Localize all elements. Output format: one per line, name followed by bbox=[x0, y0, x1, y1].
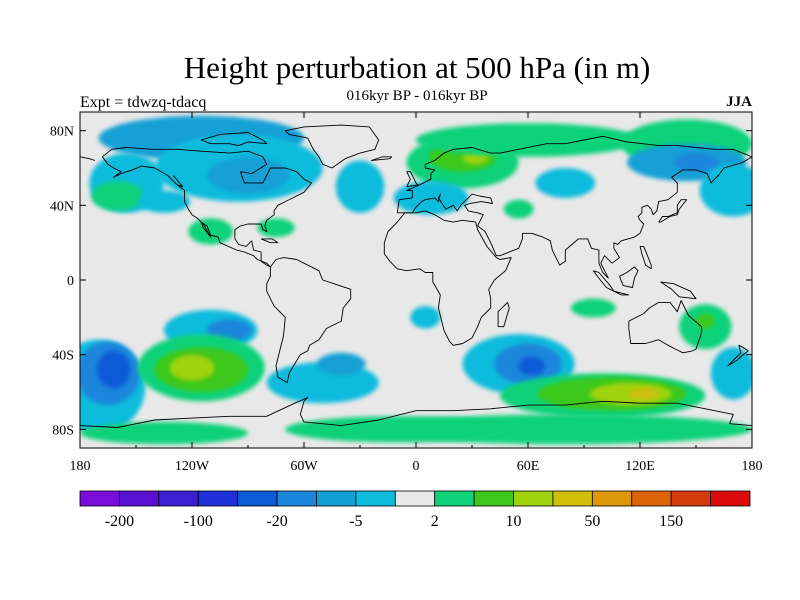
y-tick-label-4: 80S bbox=[52, 423, 74, 438]
contour-region-17 bbox=[393, 181, 469, 215]
colorbar-box-16 bbox=[710, 490, 751, 507]
coastline-9 bbox=[727, 344, 749, 367]
coastline-18 bbox=[260, 238, 279, 244]
x-tick-label-0: 180 bbox=[70, 459, 91, 474]
contour-region-8 bbox=[335, 160, 385, 213]
coastline-13 bbox=[660, 281, 697, 300]
coastline-5 bbox=[397, 156, 752, 279]
axis-ticks: 180 120W 60W 0 60E 120E 180 80N 40N 0 40S 80S bbox=[50, 112, 763, 474]
colorbar-label-0: -200 bbox=[105, 513, 134, 530]
colorbar-box-6 bbox=[316, 490, 357, 507]
x-tick-label-1: 120W bbox=[175, 459, 210, 474]
coastline-14 bbox=[658, 199, 688, 223]
contour-region-6 bbox=[188, 218, 234, 245]
colorbar-box-0 bbox=[79, 490, 120, 507]
x-tick-label-4: 60E bbox=[517, 459, 540, 474]
colorbar-box-12 bbox=[552, 490, 593, 507]
coastline-layer bbox=[80, 124, 752, 428]
colorbar-box-5 bbox=[276, 490, 317, 507]
colorbar-box-3 bbox=[197, 490, 239, 507]
contour-region-23 bbox=[696, 313, 715, 329]
contour-fill-layer bbox=[80, 115, 752, 445]
contour-region-7 bbox=[257, 218, 295, 238]
colorbar-box-2 bbox=[158, 490, 199, 507]
x-tick-label-5: 120E bbox=[625, 459, 655, 474]
experiment-label: Expt = tdwzq-tdacq bbox=[80, 94, 207, 111]
contour-region-33 bbox=[317, 352, 366, 376]
coastline-15 bbox=[406, 171, 419, 188]
coastline-1 bbox=[284, 124, 380, 169]
contour-region-15 bbox=[673, 153, 719, 172]
y-tick-label-1: 40N bbox=[50, 199, 74, 214]
y-tick-label-3: 40S bbox=[52, 349, 74, 364]
contour-region-12 bbox=[416, 123, 640, 157]
x-tick-label-6: 180 bbox=[742, 459, 763, 474]
map-subtitle: 016kyr BP - 016kyr BP bbox=[346, 88, 488, 104]
x-tick-label-2: 60W bbox=[290, 459, 318, 474]
coastline-20 bbox=[172, 175, 184, 188]
contour-region-31 bbox=[169, 354, 215, 381]
map-title: Height perturbation at 500 hPa (in m) bbox=[183, 50, 651, 85]
colorbar-label-5: 10 bbox=[506, 513, 522, 530]
contour-region-43 bbox=[80, 421, 248, 445]
y-tick-label-0: 80N bbox=[50, 125, 74, 140]
contour-region-18 bbox=[503, 199, 534, 219]
colorbar-label-3: -5 bbox=[349, 513, 362, 530]
colorbar: -200 -100 -20 -5 2 10 50 150 bbox=[79, 490, 751, 530]
contour-region-16 bbox=[699, 164, 752, 217]
colorbar-box-4 bbox=[237, 490, 278, 507]
colorbar-label-1: -100 bbox=[184, 513, 213, 530]
colorbar-box-7 bbox=[355, 490, 396, 507]
coastline-12 bbox=[619, 266, 639, 288]
colorbar-box-14 bbox=[631, 490, 672, 507]
season-label: JJA bbox=[726, 94, 752, 110]
coastline-8 bbox=[628, 300, 703, 354]
contour-region-5 bbox=[137, 190, 191, 213]
colorbar-box-1 bbox=[119, 490, 160, 507]
coastline-4 bbox=[80, 156, 96, 161]
contour-region-44 bbox=[710, 347, 752, 400]
coastline-2 bbox=[266, 257, 352, 384]
contour-region-20 bbox=[410, 306, 441, 329]
coastline-16 bbox=[371, 156, 393, 161]
x-tick-label-3: 0 bbox=[413, 459, 420, 474]
contour-region-28 bbox=[96, 350, 131, 389]
contour-region-19 bbox=[535, 168, 596, 198]
coastline-17 bbox=[80, 397, 752, 428]
coastline-19 bbox=[639, 245, 652, 270]
coastline-7 bbox=[497, 301, 510, 328]
contour-region-36 bbox=[518, 356, 545, 376]
contour-region-4 bbox=[91, 181, 144, 211]
coastline-0 bbox=[102, 147, 312, 268]
contour-region-21 bbox=[570, 298, 616, 318]
colorbar-label-6: 50 bbox=[584, 513, 600, 530]
colorbar-box-8 bbox=[394, 490, 436, 507]
coastline-3 bbox=[396, 135, 752, 213]
colorbar-box-13 bbox=[591, 490, 633, 507]
contour-region-42 bbox=[285, 416, 510, 443]
coastline-21 bbox=[200, 132, 268, 147]
y-tick-label-2: 0 bbox=[67, 274, 74, 289]
contour-region-40 bbox=[628, 388, 659, 400]
colorbar-box-10 bbox=[473, 490, 514, 507]
coastline-6 bbox=[383, 210, 512, 346]
contour-region-2 bbox=[206, 156, 290, 195]
colorbar-box-15 bbox=[670, 490, 711, 507]
coastline-11 bbox=[613, 290, 630, 296]
colorbar-box-11 bbox=[513, 490, 554, 507]
colorbar-label-2: -20 bbox=[266, 513, 287, 530]
colorbar-label-7: 150 bbox=[659, 513, 683, 530]
colorbar-label-4: 2 bbox=[431, 513, 439, 530]
colorbar-box-9 bbox=[434, 490, 475, 507]
